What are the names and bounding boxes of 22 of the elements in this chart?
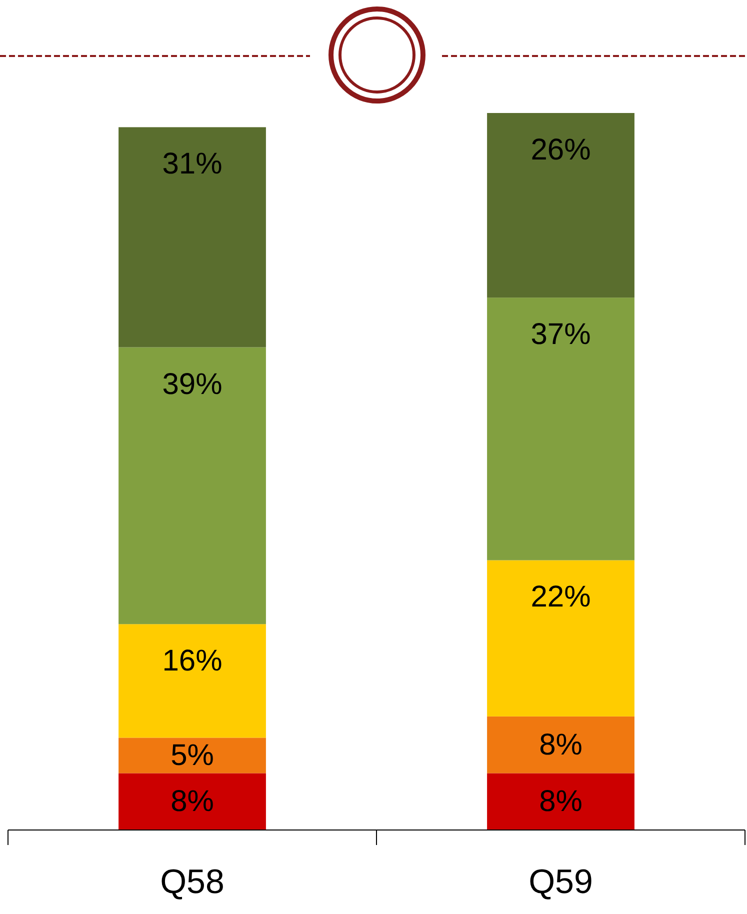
data-label: 5% xyxy=(170,738,214,772)
data-label: 26% xyxy=(530,134,591,166)
bar xyxy=(118,347,266,624)
bar xyxy=(487,773,634,830)
bar xyxy=(118,624,266,738)
x-tick-label: Q59 xyxy=(528,863,593,901)
bar xyxy=(118,127,266,348)
bar xyxy=(487,716,634,774)
data-label: 8% xyxy=(539,785,582,818)
data-label: 8% xyxy=(170,785,214,818)
data-label: 22% xyxy=(530,580,591,614)
data-label: 31% xyxy=(162,148,222,181)
data-label: 39% xyxy=(162,368,222,401)
bar xyxy=(118,773,266,830)
x-tick-label: Q58 xyxy=(160,863,224,901)
data-label: 8% xyxy=(539,728,582,762)
bar xyxy=(487,298,634,560)
bar xyxy=(487,560,634,716)
data-label: 37% xyxy=(530,318,591,352)
bar xyxy=(487,113,634,298)
data-label: 16% xyxy=(162,644,222,678)
bar xyxy=(118,738,266,774)
